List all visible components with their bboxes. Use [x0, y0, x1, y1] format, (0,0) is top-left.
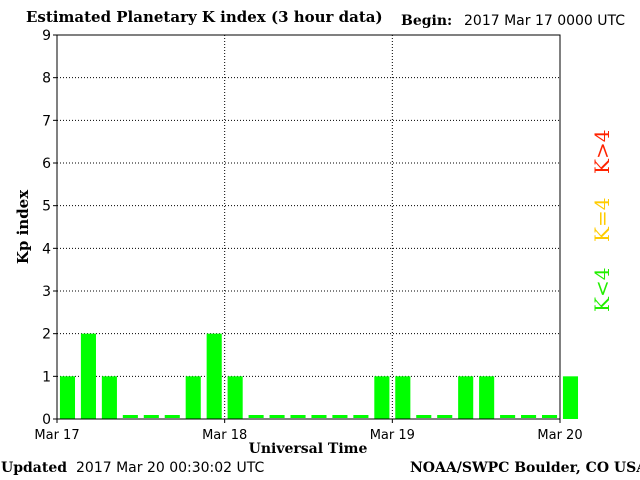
kp-bar — [479, 376, 495, 419]
kp-bar — [311, 415, 327, 418]
legend-k-greater-4: K>4 — [590, 129, 614, 174]
kp-bar — [353, 415, 369, 418]
kp-bar — [122, 415, 138, 418]
kp-bar — [227, 376, 243, 419]
y-tick-label: 0 — [42, 412, 51, 428]
y-tick-label: 2 — [42, 327, 51, 343]
kp-bar — [59, 376, 76, 419]
legend-k-less-4: K<4 — [590, 267, 614, 312]
x-tick-label: Mar 18 — [202, 428, 247, 443]
kp-bar — [437, 415, 453, 418]
legend-k-equal-4: K=4 — [590, 197, 614, 242]
kp-bar — [269, 415, 285, 418]
kp-bar — [395, 376, 411, 419]
y-tick-label: 6 — [42, 156, 51, 172]
plot-frame — [56, 34, 561, 420]
y-tick-label: 8 — [42, 71, 51, 87]
kp-bar — [541, 415, 558, 418]
kp-bar — [416, 415, 432, 418]
kp-bar — [521, 415, 537, 418]
y-tick-label: 1 — [42, 369, 51, 385]
kp-bar — [80, 333, 96, 419]
y-tick-label: 7 — [42, 113, 51, 129]
y-axis-label: Kp index — [14, 189, 32, 264]
x-tick-label: Mar 17 — [34, 428, 79, 443]
kp-bar — [143, 415, 159, 418]
updated-value: 2017 Mar 20 00:30:02 UTC — [76, 460, 265, 476]
x-axis-label: Universal Time — [249, 441, 368, 457]
kp-bar — [206, 333, 222, 419]
kp-bar — [164, 415, 180, 418]
x-tick-label: Mar 20 — [537, 428, 582, 443]
source-credit: NOAA/SWPC Boulder, CO USA — [410, 460, 640, 476]
kp-bar — [248, 415, 264, 418]
y-tick-label: 9 — [42, 28, 51, 44]
kp-bar — [562, 376, 579, 419]
y-tick-label: 4 — [42, 241, 51, 257]
chart-title: Estimated Planetary K index (3 hour data… — [26, 8, 383, 26]
begin-value: 2017 Mar 17 0000 UTC — [464, 13, 626, 29]
begin-label: Begin: — [401, 13, 453, 29]
kp-bar — [500, 415, 516, 418]
kp-bar — [101, 376, 117, 419]
kp-bar — [458, 376, 474, 419]
kp-bar — [332, 415, 348, 418]
kp-bar — [185, 376, 201, 419]
updated-label: Updated — [1, 460, 68, 476]
x-tick-label: Mar 19 — [370, 428, 415, 443]
kp-bar — [290, 415, 306, 418]
y-tick-label: 3 — [42, 284, 51, 300]
y-tick-label: 5 — [42, 199, 51, 215]
kp-bar — [374, 376, 390, 419]
